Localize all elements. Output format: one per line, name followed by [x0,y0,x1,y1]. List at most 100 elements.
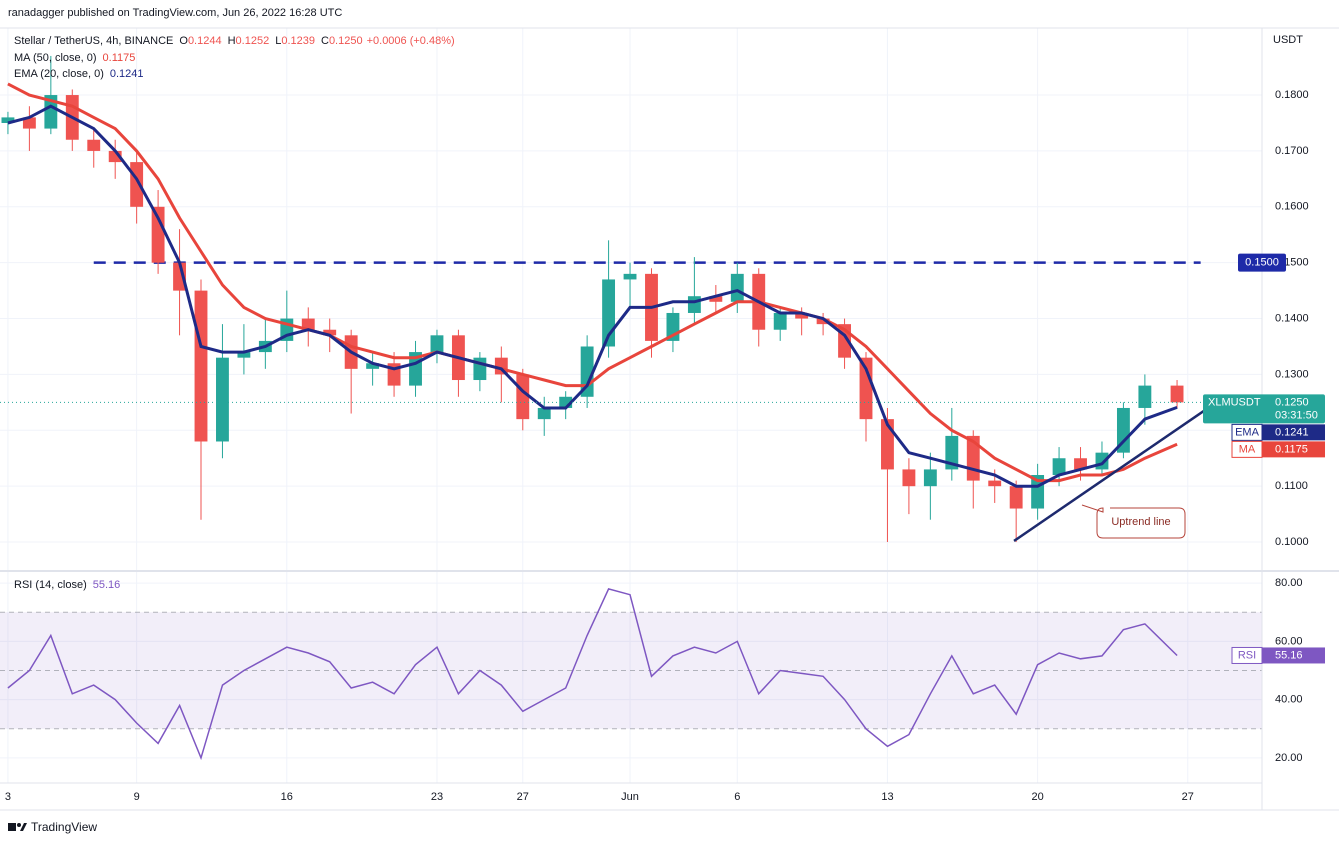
symbol-legend: Stellar / TetherUS, 4h, BINANCE O0.1244 H0… [14,35,455,47]
legend: MA (50, close, 0) 0.1175 EMA (20, close, 0… [14,52,144,591]
candle-body [237,352,251,358]
logo-part [8,823,16,831]
candle-body [1,117,15,123]
candle-body [516,374,530,420]
candle-body [323,329,337,336]
currency-label: USDT [1273,34,1303,46]
candle-body [216,357,229,442]
symbol: Stellar / TetherUS, 4h, BINANCE [14,35,173,47]
legend-entry: EMA (20, close, 0) 0.1241 [14,68,144,80]
price-badge [1203,394,1325,424]
candle-body [816,318,830,325]
x-tick-label: 3 [5,791,11,803]
candle-body [1170,385,1184,403]
indicator-badge-value: 0.1241 [1275,426,1309,438]
candle-body [730,273,744,302]
y-tick-label: 0.1600 [1275,201,1309,213]
ohlc-key: O [179,35,188,47]
change: +0.0006 (+0.48%) [367,35,455,47]
indicator-badge-name: EMA [1235,426,1260,438]
x-tick-label: 13 [881,791,893,803]
candle-body [194,290,208,442]
y-tick-label: 0.1300 [1275,368,1309,380]
logo-part [20,823,27,831]
legend-value: 0.1175 [103,52,136,64]
rsi-legend-name: RSI (14, close) [14,579,87,591]
y-tick-label: 0.1000 [1275,536,1309,548]
legend-name: EMA (20, close, 0) [14,68,104,80]
rsi-line [7,588,1178,761]
x-tick-label: 6 [734,791,740,803]
marks [0,55,1262,761]
indicator-line [7,104,1178,488]
indicator-badge-name: MA [1239,443,1256,455]
y-tick-label: 0.1100 [1275,480,1308,492]
ohlc-value: 0.1250 [329,35,363,47]
rsi-tick-label: 20.00 [1275,752,1303,764]
candle-body [881,419,894,470]
candle-body [537,407,551,420]
candle-body [709,296,723,302]
candle-body [923,469,937,487]
indicator-badge-value: 0.1175 [1275,443,1308,455]
header: ranadagger published on TradingView.com,… [8,7,342,19]
candle-body [795,312,809,319]
last-price: 0.1250 [1275,396,1309,408]
y-tick-label: 0.1400 [1275,312,1309,324]
indicator-badge-value-box [1262,441,1325,458]
rsi-legend-value: 55.16 [93,579,121,591]
x-tick-label: 16 [281,791,293,803]
y-tick-label: 0.1700 [1275,145,1309,157]
candle-body [1138,385,1152,408]
rsi-tick-label: 80.00 [1275,577,1303,589]
rsi-legend: RSI (14, close) 55.16 [14,579,120,591]
candle-body [87,139,101,151]
rsi-badge-value: 55.16 [1275,649,1303,661]
candle-body [151,206,165,263]
logo-part [17,823,21,827]
ohlc-key: H [228,35,236,47]
x-tick-label: 27 [1182,791,1194,803]
indicator-badge-value-box [1262,424,1325,441]
candle-body [902,469,916,487]
x-tick-label: Jun [621,791,639,803]
candle-body [22,117,36,129]
candle-body [1116,407,1130,453]
x-tick-label: 9 [134,791,140,803]
footer-logo [8,823,27,831]
ticker: XLMUSDT [1208,396,1261,408]
grid: 0.10000.11000.12000.13000.14000.15000.16… [0,28,1309,803]
x-tick-label: 20 [1031,791,1043,803]
countdown: 03:31:50 [1275,409,1318,421]
candle-body [559,396,573,408]
rsi-tick-label: 40.00 [1275,694,1303,706]
legend-value: 0.1241 [110,68,144,80]
rsi-tick-label: 60.00 [1275,635,1303,647]
rsi-badge-name: RSI [1238,649,1256,661]
candle-body [430,335,444,353]
candle-body [301,318,315,330]
candle-body [687,296,701,313]
legend-entry: MA (50, close, 0) 0.1175 [14,52,135,64]
resistance-badge [1238,253,1286,272]
legend-name: MA (50, close, 0) [14,52,97,64]
x-tick-label: 23 [431,791,443,803]
rsi-band-layer [0,611,1262,730]
candle-body [988,480,1002,487]
candle-body [773,312,787,330]
ohlc: O0.1244 H0.1252 L0.1239 C0.1250 +0.0006 (+0.… [179,35,454,47]
trendline [1013,409,1206,542]
rsi-badge-value-box [1262,647,1325,664]
annotation-callout [1081,504,1186,539]
y-tick-label: 0.1800 [1275,89,1309,101]
candle-body [1009,486,1023,509]
candle-body [623,273,637,280]
ohlc-key: L [275,35,281,47]
resistance-badge-label: 0.1500 [1245,257,1279,269]
candle-body [945,435,959,470]
candle-body [108,150,122,163]
footer-brand: TradingView [31,820,97,834]
x-tick-label: 27 [517,791,529,803]
